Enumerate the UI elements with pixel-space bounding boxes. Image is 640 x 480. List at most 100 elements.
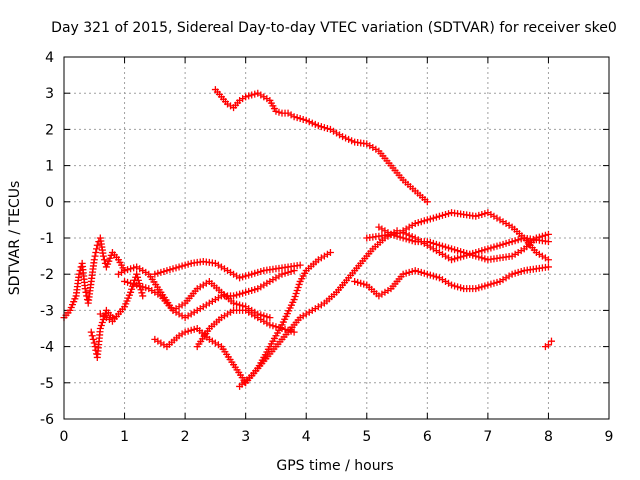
data-point bbox=[496, 241, 504, 249]
data-point bbox=[490, 279, 498, 287]
data-point bbox=[296, 115, 304, 123]
y-tick-label: 0 bbox=[45, 195, 54, 211]
data-point bbox=[414, 219, 422, 227]
data-point bbox=[157, 268, 165, 276]
data-point bbox=[236, 290, 244, 298]
data-point bbox=[91, 343, 99, 351]
data-point bbox=[245, 92, 253, 100]
data-point bbox=[287, 327, 295, 335]
data-point bbox=[541, 231, 549, 239]
data-point bbox=[475, 284, 483, 292]
data-point bbox=[484, 245, 492, 253]
data-point bbox=[396, 233, 404, 241]
x-tick-label: 6 bbox=[423, 429, 432, 445]
data-point bbox=[478, 283, 486, 291]
data-point bbox=[420, 269, 428, 277]
data-point bbox=[429, 239, 437, 247]
data-point bbox=[393, 232, 401, 240]
data-point bbox=[417, 218, 425, 226]
x-tick-label: 7 bbox=[483, 429, 492, 445]
data-point bbox=[275, 108, 283, 116]
chart-title: Day 321 of 2015, Sidereal Day-to-day VTE… bbox=[51, 20, 617, 36]
data-point bbox=[130, 280, 138, 288]
y-tick-label: -6 bbox=[40, 412, 54, 428]
data-point bbox=[538, 232, 546, 240]
data-point bbox=[448, 281, 456, 289]
data-point bbox=[451, 255, 459, 263]
data-point bbox=[181, 261, 189, 269]
data-point bbox=[89, 335, 97, 343]
data-point bbox=[293, 114, 301, 122]
x-tick-label: 0 bbox=[60, 429, 69, 445]
data-point bbox=[90, 339, 98, 347]
data-point bbox=[130, 264, 138, 272]
data-point bbox=[351, 277, 359, 285]
data-points bbox=[60, 86, 555, 390]
data-point bbox=[457, 248, 465, 256]
data-point bbox=[166, 266, 174, 274]
data-point bbox=[442, 243, 449, 251]
data-point bbox=[532, 234, 540, 242]
data-point bbox=[154, 269, 162, 277]
data-point bbox=[423, 238, 431, 246]
data-point bbox=[82, 288, 90, 296]
data-point bbox=[163, 267, 171, 275]
x-tick-labels: 0 1 2 3 4 5 6 7 8 9 bbox=[60, 429, 614, 445]
data-point bbox=[269, 322, 277, 330]
data-point bbox=[245, 287, 253, 295]
data-point bbox=[438, 242, 446, 250]
data-point bbox=[487, 280, 495, 288]
data-point bbox=[278, 270, 286, 278]
data-point bbox=[308, 119, 316, 127]
data-point bbox=[423, 198, 431, 206]
data-point bbox=[160, 267, 168, 275]
data-point bbox=[248, 286, 256, 294]
data-point bbox=[429, 214, 437, 222]
data-point bbox=[387, 230, 395, 238]
data-point bbox=[442, 210, 449, 218]
data-point bbox=[128, 285, 136, 293]
data-point bbox=[514, 236, 522, 244]
x-tick-label: 1 bbox=[120, 429, 129, 445]
data-point bbox=[435, 212, 443, 220]
data-point bbox=[414, 267, 422, 275]
data-point bbox=[405, 236, 413, 244]
y-tick-labels: -6 -5 -4 -3 -2 -1 0 1 2 3 4 bbox=[40, 50, 54, 428]
data-point bbox=[487, 244, 495, 252]
data-point bbox=[360, 280, 368, 288]
data-point bbox=[251, 286, 259, 294]
data-point bbox=[402, 235, 410, 243]
data-point bbox=[466, 250, 474, 258]
data-point bbox=[175, 263, 183, 271]
data-point bbox=[290, 296, 298, 304]
data-point bbox=[454, 247, 462, 255]
data-point bbox=[402, 269, 410, 277]
data-point bbox=[302, 116, 310, 124]
data-point bbox=[481, 255, 489, 263]
data-point bbox=[88, 332, 96, 340]
data-point bbox=[99, 252, 107, 260]
data-point bbox=[251, 90, 259, 98]
data-point bbox=[544, 256, 552, 264]
data-point bbox=[390, 231, 398, 239]
data-point bbox=[426, 271, 434, 279]
data-point bbox=[411, 267, 419, 275]
data-point bbox=[472, 252, 480, 260]
data-point bbox=[339, 133, 347, 141]
data-point bbox=[411, 220, 419, 228]
data-point bbox=[281, 269, 289, 277]
data-point bbox=[432, 273, 440, 281]
data-point bbox=[408, 267, 416, 275]
data-point bbox=[299, 115, 307, 123]
data-point bbox=[345, 135, 353, 143]
data-point bbox=[236, 274, 244, 282]
data-point bbox=[472, 285, 480, 293]
data-point bbox=[544, 341, 552, 349]
data-point bbox=[230, 292, 238, 300]
x-tick-label: 5 bbox=[362, 429, 371, 445]
data-point bbox=[133, 270, 141, 278]
data-point bbox=[292, 290, 300, 298]
data-point bbox=[508, 270, 516, 278]
data-point bbox=[100, 256, 108, 264]
data-point bbox=[91, 252, 99, 260]
